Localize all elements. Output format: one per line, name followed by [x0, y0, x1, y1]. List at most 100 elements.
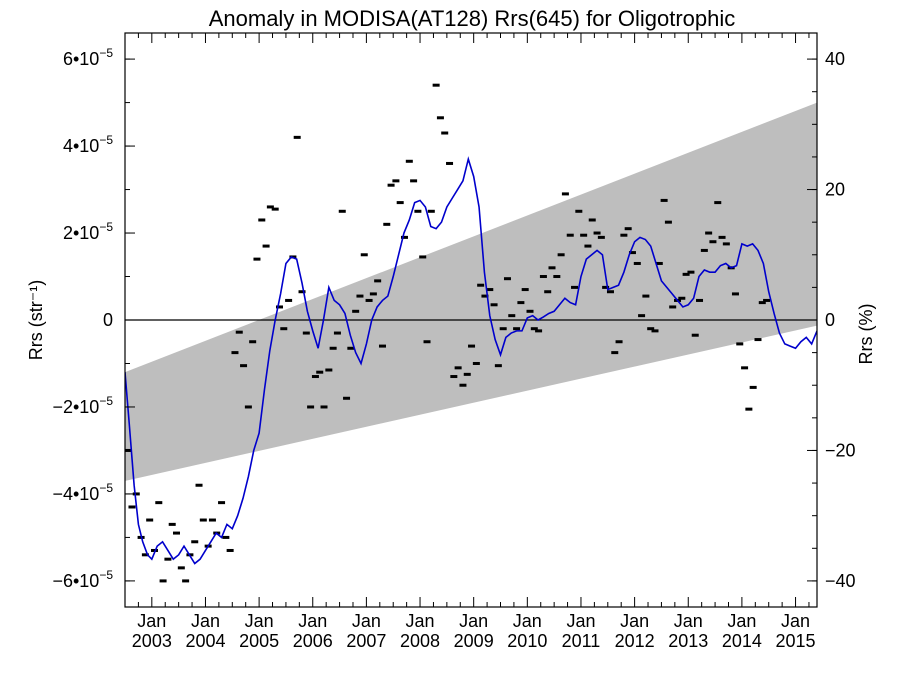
data-point: [664, 220, 672, 224]
data-point: [432, 83, 440, 87]
data-point: [218, 501, 226, 505]
data-point: [718, 235, 726, 239]
data-point: [548, 266, 556, 270]
data-point: [168, 522, 176, 526]
data-point: [155, 501, 163, 505]
y-right-tick-label: −20: [825, 440, 856, 460]
data-point: [615, 340, 623, 344]
data-point: [633, 261, 641, 265]
data-point: [575, 209, 583, 213]
y-left-tick-mantissa: 6•10: [63, 49, 99, 69]
data-point: [620, 233, 628, 237]
data-point: [477, 283, 485, 287]
data-point: [266, 205, 274, 209]
x-tick-month-label: Jan: [781, 611, 810, 631]
x-tick-month-label: Jan: [245, 611, 274, 631]
data-point: [526, 309, 534, 313]
data-point: [799, 0, 806, 3]
data-point: [378, 344, 386, 348]
data-point: [696, 298, 704, 302]
data-point: [258, 218, 266, 222]
data-point: [320, 405, 328, 409]
data-point: [571, 285, 579, 289]
data-point: [758, 301, 766, 305]
data-point: [561, 192, 569, 196]
data-point: [481, 294, 489, 298]
y-left-tick-label: 2•10−5: [63, 220, 113, 243]
data-point: [584, 244, 592, 248]
data-point: [329, 346, 337, 350]
y-left-tick-exponent: −5: [99, 220, 113, 234]
y-left-tick-label: −4•10−5: [52, 481, 113, 504]
data-point: [655, 261, 663, 265]
data-point: [459, 383, 467, 387]
y-left-tick-mantissa: −4•10: [52, 484, 99, 504]
x-tick-month-label: Jan: [727, 611, 756, 631]
data-point: [557, 253, 565, 257]
data-point: [446, 161, 454, 165]
data-point: [235, 330, 243, 334]
data-point: [182, 579, 190, 583]
data-point: [486, 288, 494, 292]
data-point: [602, 285, 610, 289]
data-point: [745, 407, 753, 411]
x-tick-month-label: Jan: [459, 611, 488, 631]
data-point: [678, 296, 686, 300]
y-left-tick-label: 4•10−5: [63, 133, 113, 156]
data-point: [249, 340, 257, 344]
data-point: [347, 346, 355, 350]
y-left-tick-mantissa: 2•10: [63, 223, 99, 243]
data-point: [450, 375, 458, 379]
monthly-points: [125, 0, 806, 583]
data-point: [360, 253, 368, 257]
data-point: [231, 351, 239, 355]
x-tick-year-label: 2007: [346, 631, 386, 651]
data-point: [624, 227, 632, 231]
data-point: [776, 0, 783, 3]
y-left-tick-exponent: −5: [99, 133, 113, 147]
data-point: [414, 209, 422, 213]
data-point: [285, 298, 293, 302]
y-left-tick-mantissa: 0: [103, 310, 113, 330]
data-point: [240, 364, 248, 368]
data-point: [754, 338, 762, 342]
data-point: [790, 0, 797, 3]
data-point: [611, 351, 619, 355]
data-point: [191, 540, 199, 544]
y-left-tick-label: −2•10−5: [52, 394, 113, 417]
x-tick-year-label: 2011: [562, 631, 601, 651]
y-axis-right-title: Rrs (%): [856, 304, 876, 365]
data-point: [463, 372, 471, 376]
chart-title: Anomaly in MODISA(AT128) Rrs(645) for Ol…: [209, 6, 736, 31]
x-tick-year-label: 2004: [185, 631, 225, 651]
data-point: [325, 368, 333, 372]
data-point: [387, 183, 395, 187]
y-left-tick-label: 6•10−5: [63, 46, 113, 69]
x-tick-month-label: Jan: [566, 611, 595, 631]
data-point: [208, 518, 216, 522]
data-point: [731, 292, 739, 296]
x-tick-year-label: 2003: [132, 631, 172, 651]
data-point: [356, 294, 364, 298]
data-point: [472, 361, 480, 365]
plot-area: 6•10−54•10−52•10−50−2•10−5−4•10−5−6•10−5…: [52, 0, 856, 651]
y-left-tick-exponent: −5: [99, 46, 113, 60]
data-point: [333, 331, 341, 335]
x-tick-year-label: 2015: [776, 631, 816, 651]
data-point: [521, 288, 529, 292]
data-point: [700, 248, 708, 252]
data-point: [454, 366, 462, 370]
x-tick-year-label: 2009: [454, 631, 494, 651]
data-point: [772, 0, 779, 3]
data-point: [396, 201, 404, 205]
data-point: [709, 240, 717, 244]
data-point: [298, 290, 306, 294]
data-point: [741, 366, 749, 370]
x-tick-year-label: 2014: [722, 631, 762, 651]
data-point: [642, 294, 650, 298]
x-tick-month-label: Jan: [137, 611, 166, 631]
data-point: [468, 344, 476, 348]
data-point: [490, 303, 498, 307]
data-point: [566, 233, 574, 237]
data-point: [705, 231, 713, 235]
